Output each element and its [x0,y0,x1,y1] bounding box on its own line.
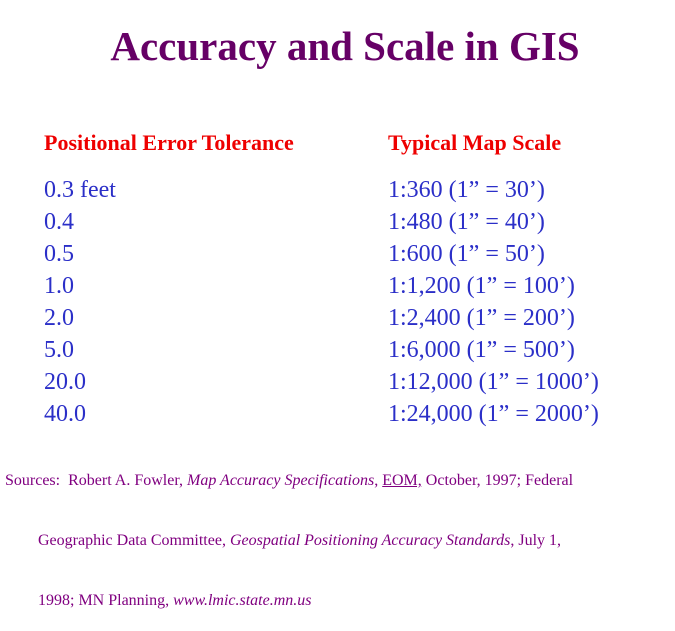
source-publication-title: Geospatial Positioning Accuracy Standard… [229,532,511,549]
scale-value: 1:480 (1” = 40’) [388,209,545,235]
source-text: Sources: Robert A. Fowler, [5,472,188,489]
tolerance-value: 20.0 [44,369,86,395]
tolerance-value: 5.0 [44,337,74,363]
source-text: , July 1, [510,532,562,549]
scale-value: 1:6,000 (1” = 500’) [388,337,575,363]
tolerance-value: 40.0 [44,401,86,427]
source-url: www.lmic.state.mn.us [173,592,312,609]
tolerance-value: 2.0 [44,305,74,331]
column-header-scale: Typical Map Scale [388,130,562,155]
scale-value: 1:360 (1” = 30’) [388,177,545,203]
scale-value: 1:600 (1” = 50’) [388,241,545,267]
tolerance-value: 0.5 [44,241,74,267]
table-row: 1.0 1:1,200 (1” = 100’) [0,270,675,302]
table-row: 20.0 1:12,000 (1” = 1000’) [0,366,675,398]
scale-value: 1:1,200 (1” = 100’) [388,273,575,299]
table-row: 40.0 1:24,000 (1” = 2000’) [0,398,675,430]
scale-value: 1:2,400 (1” = 200’) [388,305,575,331]
column-header-tolerance: Positional Error Tolerance [44,130,294,155]
source-text: Geographic Data Committee, [38,532,230,549]
sources-note: Sources: Robert A. Fowler, Map Accuracy … [5,431,670,631]
column-headers: Positional Error Tolerance Typical Map S… [0,129,675,157]
tolerance-value: 0.4 [44,209,74,235]
source-text: , [374,472,383,489]
slide-title: Accuracy and Scale in GIS [110,23,580,69]
table-row: 0.3 feet 1:360 (1” = 30’) [0,174,675,206]
tolerance-value: 0.3 feet [44,177,116,203]
scale-value: 1:24,000 (1” = 2000’) [388,401,599,427]
scale-table: 0.3 feet 1:360 (1” = 30’) 0.4 1:480 (1” … [0,174,675,430]
scale-value: 1:12,000 (1” = 1000’) [388,369,599,395]
sources-line: 1998; MN Planning, www.lmic.state.mn.us [5,591,670,611]
sources-line: Geographic Data Committee, Geospatial Po… [5,531,670,551]
table-row: 0.5 1:600 (1” = 50’) [0,238,675,270]
source-journal-name: EOM, [382,472,422,489]
source-text: 1998; MN Planning, [38,592,174,609]
source-publication-title: Map Accuracy Specifications [187,472,375,489]
tolerance-value: 1.0 [44,273,74,299]
table-row: 2.0 1:2,400 (1” = 200’) [0,302,675,334]
table-row: 0.4 1:480 (1” = 40’) [0,206,675,238]
sources-line: Sources: Robert A. Fowler, Map Accuracy … [5,471,670,491]
table-row: 5.0 1:6,000 (1” = 500’) [0,334,675,366]
source-text: October, 1997; Federal [421,472,574,489]
